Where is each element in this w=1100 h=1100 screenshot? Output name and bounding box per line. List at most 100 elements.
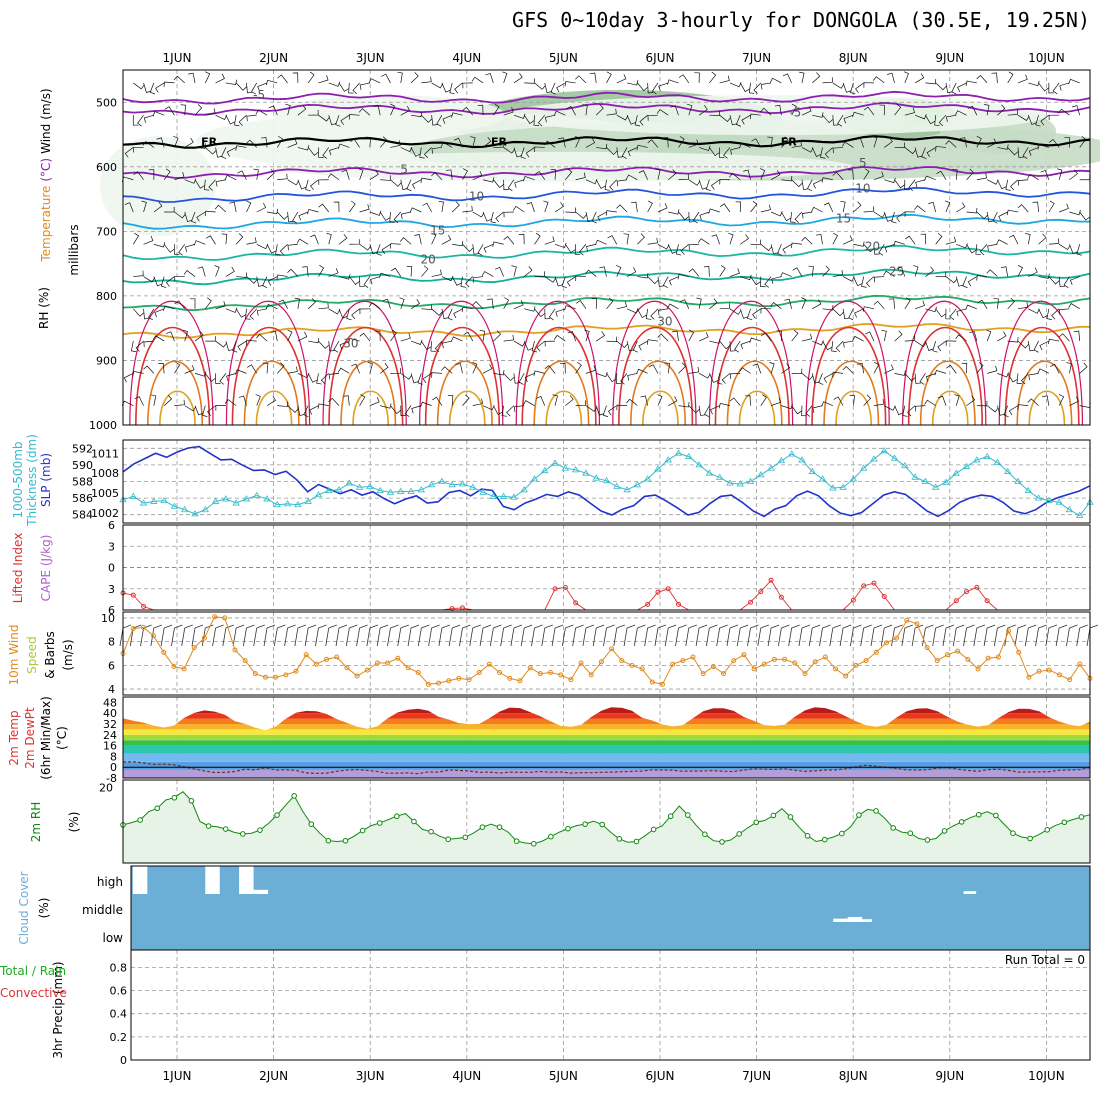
warm-contour xyxy=(424,326,501,426)
wind-barb xyxy=(591,211,597,224)
temp-band-5 xyxy=(123,734,1090,741)
date-label-bottom-2: 3JUN xyxy=(356,1069,385,1083)
rh-marker xyxy=(839,830,845,837)
wind-barb xyxy=(256,333,268,342)
wind-barb xyxy=(606,108,617,116)
thickness-tick-label: 584 xyxy=(72,509,93,522)
date-label-top-1: 2JUN xyxy=(259,51,288,65)
lifted-index-marker xyxy=(758,589,764,595)
wind-barb xyxy=(976,75,988,84)
wind-barb xyxy=(801,297,807,309)
surface-wind-barb xyxy=(469,624,481,647)
date-label-top-9: 10JUN xyxy=(1028,51,1065,65)
wind-barb xyxy=(297,104,307,116)
upper-air-y-label-part-3: (m/s) xyxy=(39,88,53,119)
wind-barb xyxy=(380,175,391,181)
wind-barb xyxy=(1008,405,1019,416)
wind-label-3: & Barbs xyxy=(43,631,57,679)
surface-wind-barb xyxy=(623,624,636,647)
wind-barb xyxy=(794,211,803,223)
wind-barb xyxy=(632,340,639,353)
wind-barb xyxy=(668,396,678,406)
wind-barb xyxy=(1069,209,1081,216)
wind-barb xyxy=(873,276,885,283)
wind-barb xyxy=(215,147,223,158)
slp-tick-label: 1008 xyxy=(91,467,119,480)
wind-barb xyxy=(215,373,221,384)
wind-barb xyxy=(297,179,307,190)
wind-barb xyxy=(410,373,419,384)
wind-barb xyxy=(718,403,731,409)
wind-barb xyxy=(277,74,288,84)
wind-barb xyxy=(888,298,895,309)
wind-barb xyxy=(477,104,484,116)
rh-marker xyxy=(154,805,161,812)
thickness-marker xyxy=(448,481,456,488)
surface-wind-barb xyxy=(171,624,183,647)
temp-tick-label: -8 xyxy=(106,772,117,785)
wind-barb xyxy=(657,203,668,213)
wind-barb xyxy=(997,372,1009,378)
thickness-marker xyxy=(489,492,498,499)
wind-barb xyxy=(719,179,730,185)
wind-barb xyxy=(309,405,319,415)
wind-barb xyxy=(188,72,196,83)
wind-barb xyxy=(359,394,366,406)
wind-barb xyxy=(760,107,772,116)
wind-barb xyxy=(287,405,299,413)
wind-speed-marker xyxy=(578,660,584,666)
wind-barb xyxy=(801,211,813,219)
wind-speed-marker xyxy=(232,647,238,653)
wind-barb xyxy=(678,211,689,221)
warm-contour xyxy=(515,300,601,426)
wind-label-3-part-0: & Barbs xyxy=(43,631,57,679)
wind-barb xyxy=(657,394,663,406)
thickness-marker xyxy=(829,484,837,491)
lifted-frame xyxy=(122,524,1091,611)
wind-barb xyxy=(621,147,628,159)
wind-barb xyxy=(351,363,360,374)
rh-axis-label-part-0: 2m RH xyxy=(29,802,43,843)
wind-barb xyxy=(824,147,834,159)
wind-barb xyxy=(513,340,526,347)
wind-barb xyxy=(1017,404,1029,410)
thickness-marker xyxy=(201,505,210,513)
rh-marker xyxy=(890,825,896,831)
wind-barb xyxy=(205,297,212,310)
wind-barb xyxy=(698,373,711,379)
wind-barb xyxy=(124,202,134,213)
date-label-top-0: 1JUN xyxy=(163,51,192,65)
warm-contour xyxy=(436,360,493,426)
wind-barb xyxy=(585,365,596,374)
wind-barb xyxy=(534,308,545,318)
rh-marker xyxy=(787,814,794,820)
warm-contour xyxy=(931,390,969,426)
wind-speed-marker xyxy=(395,655,401,661)
cloud-level-label-middle: middle xyxy=(82,903,123,917)
wind-barb xyxy=(708,208,720,214)
wind-barb xyxy=(207,405,216,416)
wind-barb xyxy=(672,330,679,342)
wind-barb xyxy=(976,275,988,281)
thickness-marker xyxy=(582,469,590,476)
wind-barb xyxy=(656,109,669,116)
wind-barb xyxy=(750,239,762,245)
wind-speed-marker xyxy=(863,658,869,664)
wind-barb xyxy=(472,276,484,283)
wind-barb xyxy=(1048,200,1055,213)
wind-barb xyxy=(318,340,330,349)
wind-barb xyxy=(390,267,402,277)
surface-wind-barb xyxy=(767,624,780,647)
wind-barb xyxy=(544,236,555,245)
wind-speed-marker xyxy=(1046,667,1052,673)
thickness-marker xyxy=(1076,511,1084,518)
wind-barb xyxy=(166,331,175,342)
wind-barb xyxy=(298,211,309,221)
wind-barb xyxy=(996,239,1008,245)
wind-barb xyxy=(307,208,319,215)
wind-barb xyxy=(607,405,617,416)
rh-marker xyxy=(1044,827,1051,833)
wind-barb xyxy=(904,373,916,382)
rh-marker xyxy=(565,825,571,832)
wind-barb xyxy=(818,373,824,385)
